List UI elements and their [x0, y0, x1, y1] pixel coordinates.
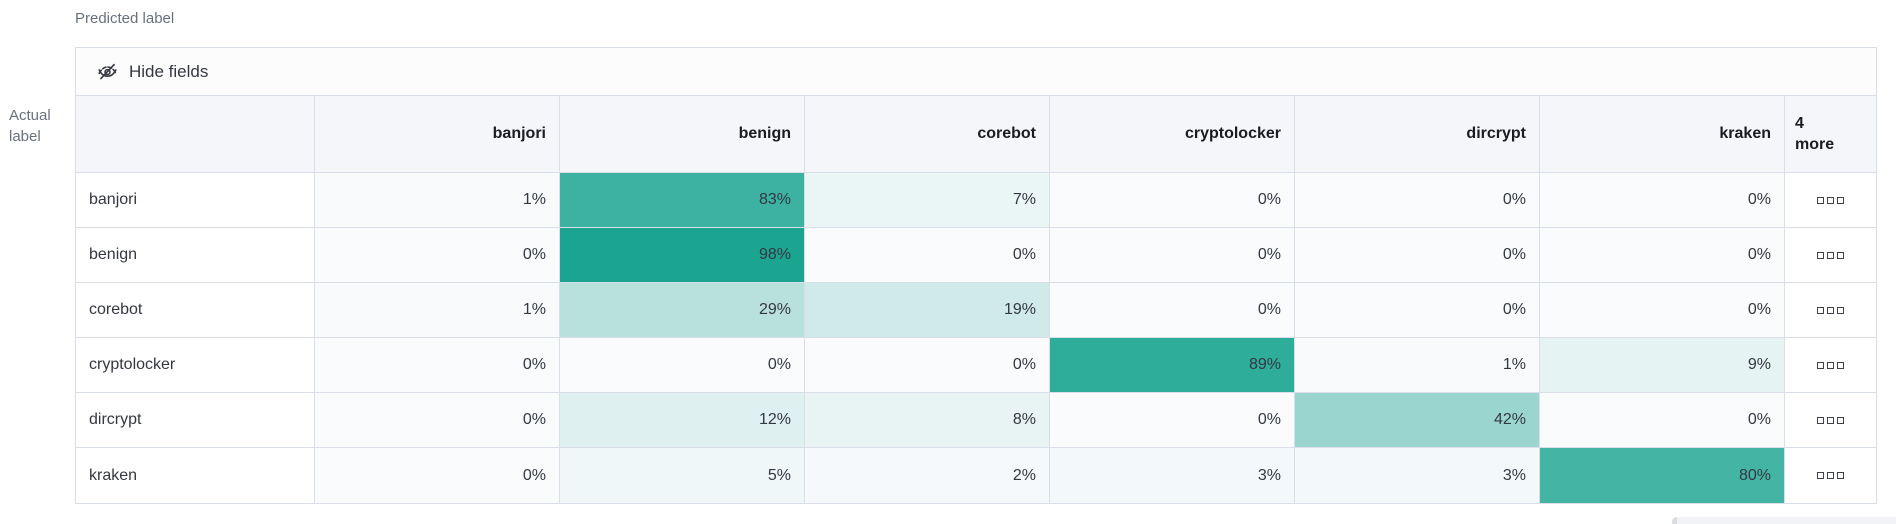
- actual-label-line1: Actual: [9, 107, 51, 124]
- row-header-benign: benign: [76, 228, 315, 283]
- hide-fields-label: Hide fields: [129, 61, 209, 81]
- horizontal-scrollbar[interactable]: [1672, 517, 1896, 524]
- boxes-horizontal-icon: [1817, 416, 1824, 424]
- matrix-cell-corebot-kraken: 0%: [1540, 283, 1785, 338]
- matrix-cell-banjori-banjori: 1%: [315, 173, 560, 228]
- matrix-cell-benign-banjori: 0%: [315, 228, 560, 283]
- matrix-cell-kraken-benign: 5%: [560, 448, 805, 503]
- row-header-dircrypt: dircrypt: [76, 393, 315, 448]
- column-header-cryptolocker[interactable]: cryptolocker: [1050, 96, 1295, 173]
- row-header-banjori: banjori: [76, 173, 315, 228]
- matrix-cell-benign-dircrypt: 0%: [1295, 228, 1540, 283]
- matrix-cell-kraken-kraken: 80%: [1540, 448, 1785, 503]
- column-header-banjori[interactable]: banjori: [315, 96, 560, 173]
- matrix-cell-banjori-corebot: 7%: [805, 173, 1050, 228]
- matrix-cell-dircrypt-banjori: 0%: [315, 393, 560, 448]
- matrix-cell-cryptolocker-cryptolocker: 89%: [1050, 338, 1295, 393]
- row-header-kraken: kraken: [76, 448, 315, 503]
- matrix-cell-dircrypt-dircrypt: 42%: [1295, 393, 1540, 448]
- matrix-cell-benign-corebot: 0%: [805, 228, 1050, 283]
- row-header-corebot: corebot: [76, 283, 315, 338]
- matrix-cell-cryptolocker-benign: 0%: [560, 338, 805, 393]
- boxes-horizontal-icon: [1817, 472, 1824, 479]
- boxes-horizontal-icon: [1817, 251, 1824, 259]
- matrix-cell-banjori-cryptolocker: 0%: [1050, 173, 1295, 228]
- row-overflow-button[interactable]: [1785, 283, 1876, 338]
- row-overflow-button[interactable]: [1785, 393, 1876, 448]
- matrix-cell-kraken-banjori: 0%: [315, 448, 560, 503]
- matrix-cell-cryptolocker-dircrypt: 1%: [1295, 338, 1540, 393]
- more-columns-header[interactable]: 4 more: [1785, 96, 1876, 173]
- confusion-matrix-grid: Hide fields banjori benign corebot cryptolo…: [75, 47, 1877, 504]
- matrix-cell-banjori-benign: 83%: [560, 173, 805, 228]
- predicted-label-axis: Predicted label: [75, 10, 175, 27]
- matrix-cell-banjori-dircrypt: 0%: [1295, 173, 1540, 228]
- matrix-cell-banjori-kraken: 0%: [1540, 173, 1785, 228]
- hide-fields-button[interactable]: Hide fields: [96, 60, 208, 83]
- matrix-cell-benign-cryptolocker: 0%: [1050, 228, 1295, 283]
- matrix-cell-benign-benign: 98%: [560, 228, 805, 283]
- matrix-cell-kraken-cryptolocker: 3%: [1050, 448, 1295, 503]
- boxes-horizontal-icon: [1817, 306, 1824, 314]
- matrix-cell-cryptolocker-kraken: 9%: [1540, 338, 1785, 393]
- row-overflow-button[interactable]: [1785, 173, 1876, 228]
- row-overflow-button[interactable]: [1785, 338, 1876, 393]
- column-header-benign[interactable]: benign: [560, 96, 805, 173]
- column-header-dircrypt[interactable]: dircrypt: [1295, 96, 1540, 173]
- row-overflow-button[interactable]: [1785, 228, 1876, 283]
- matrix-cell-kraken-corebot: 2%: [805, 448, 1050, 503]
- eye-closed-icon: [96, 60, 119, 83]
- column-header-kraken[interactable]: kraken: [1540, 96, 1785, 173]
- matrix-cell-corebot-dircrypt: 0%: [1295, 283, 1540, 338]
- boxes-horizontal-icon: [1817, 361, 1824, 369]
- matrix-cell-corebot-benign: 29%: [560, 283, 805, 338]
- matrix-cell-dircrypt-kraken: 0%: [1540, 393, 1785, 448]
- matrix-cell-cryptolocker-corebot: 0%: [805, 338, 1050, 393]
- actual-label-line2: label: [9, 128, 41, 145]
- matrix-cell-corebot-corebot: 19%: [805, 283, 1050, 338]
- matrix-cell-dircrypt-cryptolocker: 0%: [1050, 393, 1295, 448]
- matrix-cell-dircrypt-benign: 12%: [560, 393, 805, 448]
- boxes-horizontal-icon: [1817, 196, 1824, 204]
- column-header-empty: [76, 96, 315, 173]
- heatmap-table: banjori benign corebot cryptolocker dircrypt…: [76, 96, 1876, 503]
- matrix-cell-corebot-cryptolocker: 0%: [1050, 283, 1295, 338]
- column-header-corebot[interactable]: corebot: [805, 96, 1050, 173]
- row-header-cryptolocker: cryptolocker: [76, 338, 315, 393]
- matrix-cell-dircrypt-corebot: 8%: [805, 393, 1050, 448]
- matrix-cell-kraken-dircrypt: 3%: [1295, 448, 1540, 503]
- actual-label-axis: Actual label: [9, 105, 51, 147]
- row-overflow-button[interactable]: [1785, 448, 1876, 503]
- grid-toolbar: Hide fields: [76, 48, 1876, 96]
- matrix-cell-benign-kraken: 0%: [1540, 228, 1785, 283]
- matrix-cell-corebot-banjori: 1%: [315, 283, 560, 338]
- matrix-cell-cryptolocker-banjori: 0%: [315, 338, 560, 393]
